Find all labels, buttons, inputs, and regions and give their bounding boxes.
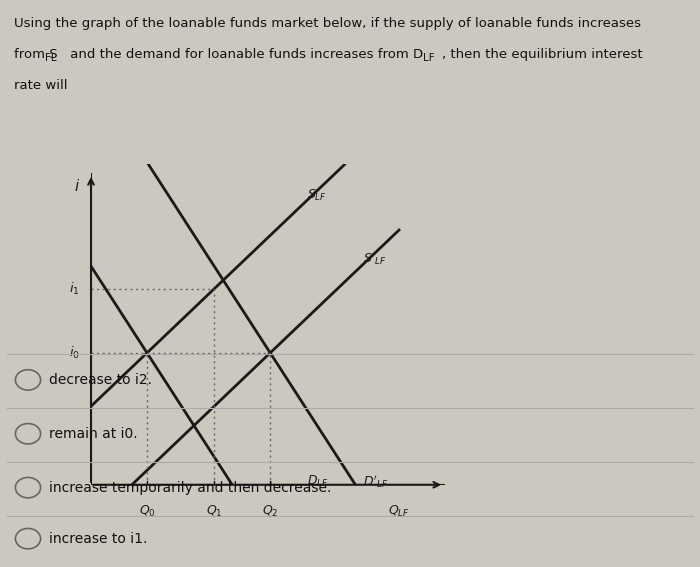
Text: $Q_{LF}$: $Q_{LF}$ xyxy=(388,503,410,519)
Text: FL: FL xyxy=(46,53,57,63)
Text: remain at i0.: remain at i0. xyxy=(49,427,138,441)
Text: $i_1$: $i_1$ xyxy=(69,281,80,297)
Text: , then the equilibrium interest: , then the equilibrium interest xyxy=(442,48,643,61)
Text: from S: from S xyxy=(14,48,57,61)
Text: $Q_2$: $Q_2$ xyxy=(262,503,279,519)
Text: decrease to i2.: decrease to i2. xyxy=(49,373,152,387)
Text: increase to i1.: increase to i1. xyxy=(49,532,148,545)
Text: increase temporarily and then decrease.: increase temporarily and then decrease. xyxy=(49,481,331,494)
Text: $D'_{LF}$: $D'_{LF}$ xyxy=(363,473,388,490)
Text: and the demand for loanable funds increases from D: and the demand for loanable funds increa… xyxy=(66,48,424,61)
Text: i: i xyxy=(75,179,79,194)
Text: $i_0$: $i_0$ xyxy=(69,345,80,361)
Text: $S_{LF}$: $S_{LF}$ xyxy=(307,188,327,204)
Text: $D_{LF}$: $D_{LF}$ xyxy=(307,473,328,489)
Text: rate will: rate will xyxy=(14,79,67,92)
Text: Using the graph of the loanable funds market below, if the supply of loanable fu: Using the graph of the loanable funds ma… xyxy=(14,17,641,30)
Text: $S'_{LF}$: $S'_{LF}$ xyxy=(363,251,386,268)
Text: $Q_0$: $Q_0$ xyxy=(139,503,155,519)
Text: $Q_1$: $Q_1$ xyxy=(206,503,223,519)
Text: LF: LF xyxy=(424,53,435,63)
